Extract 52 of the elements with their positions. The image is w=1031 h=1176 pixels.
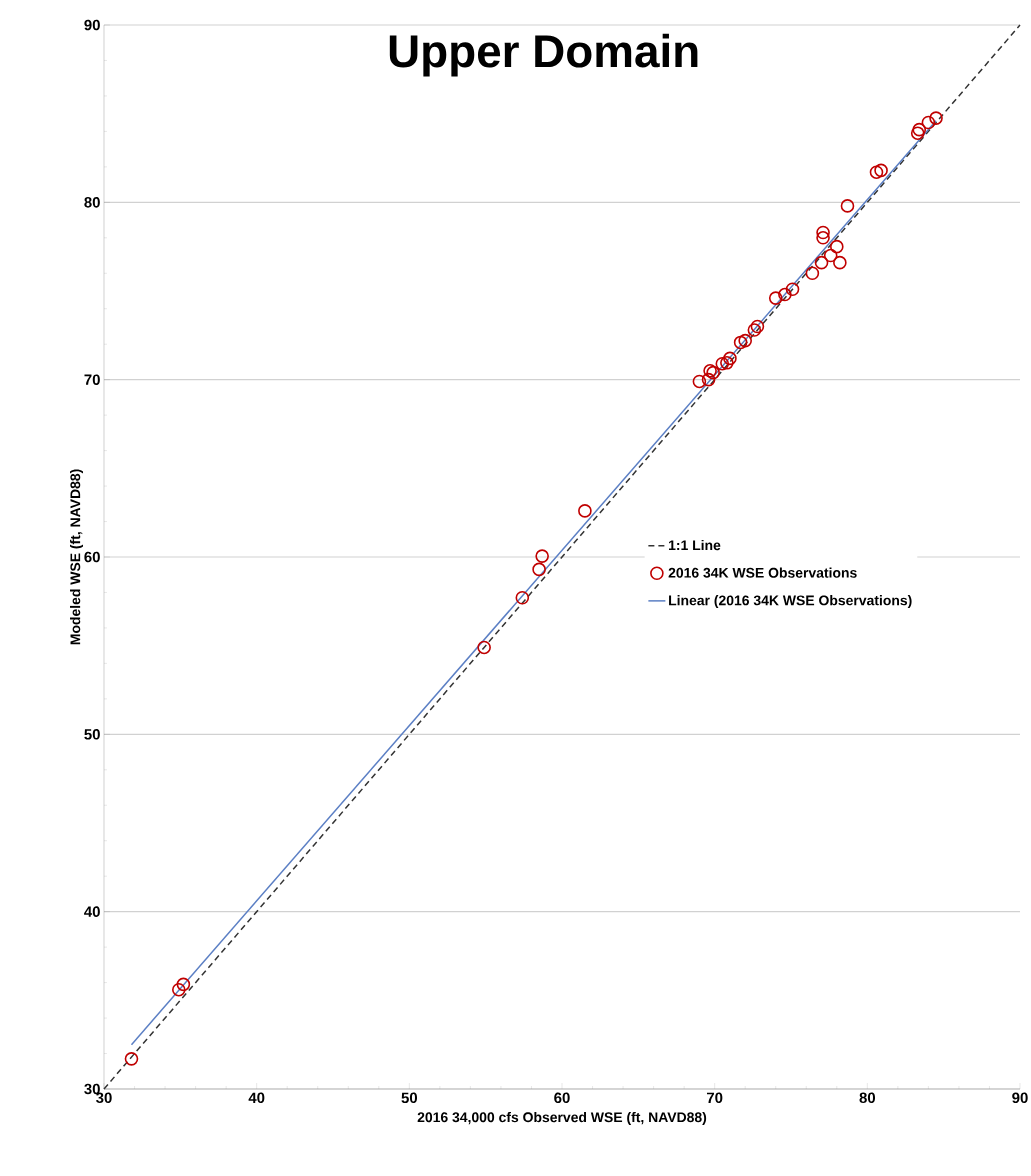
point xyxy=(830,239,844,254)
point xyxy=(768,291,783,305)
x-tick-label: 80 xyxy=(859,1092,876,1104)
point xyxy=(720,356,734,370)
point xyxy=(176,977,191,992)
x-tick-label: 90 xyxy=(1012,1092,1028,1104)
x-tick-label: 70 xyxy=(707,1092,723,1104)
x-tick-label: 40 xyxy=(248,1092,265,1104)
chart-title: Upper Domain xyxy=(389,33,698,77)
point xyxy=(833,255,847,270)
point xyxy=(738,333,752,348)
point xyxy=(840,199,855,213)
point xyxy=(477,640,491,655)
y-tick-label: 70 xyxy=(84,374,100,385)
point xyxy=(814,255,829,270)
point xyxy=(515,590,530,605)
point xyxy=(785,282,800,297)
legend-label: 2016 34K WSE Observations xyxy=(668,567,857,578)
point xyxy=(823,248,838,263)
point xyxy=(778,287,792,302)
point xyxy=(701,372,716,387)
point xyxy=(869,165,884,179)
point xyxy=(910,126,925,140)
legend-label: Linear (2016 34K WSE Observations) xyxy=(669,595,912,609)
y-axis-title: Modeled WSE (ft, NAVD88) xyxy=(70,469,84,645)
point xyxy=(733,335,748,350)
point xyxy=(816,225,830,240)
point xyxy=(929,111,943,125)
point xyxy=(912,122,927,137)
point xyxy=(715,356,730,371)
point xyxy=(535,549,549,563)
point xyxy=(532,562,546,577)
point xyxy=(723,351,737,366)
point xyxy=(874,163,888,178)
point xyxy=(921,115,936,130)
x-axis-title: 2016 34,000 cfs Observed WSE (ft, NAVD88) xyxy=(417,1111,707,1125)
y-tick-label: 80 xyxy=(84,197,100,208)
point xyxy=(578,504,592,518)
y-tick-label: 90 xyxy=(84,19,100,31)
legend-label: 1:1 Line xyxy=(669,539,721,551)
point xyxy=(172,982,186,997)
point xyxy=(124,1052,139,1066)
y-tick-label: 60 xyxy=(84,551,100,563)
point xyxy=(805,266,820,281)
point xyxy=(692,374,707,389)
y-tick-label: 40 xyxy=(84,906,100,917)
point xyxy=(747,323,762,337)
point xyxy=(816,231,830,245)
point xyxy=(750,319,765,334)
y-tick-label: 50 xyxy=(84,729,100,740)
x-tick-label: 50 xyxy=(401,1092,418,1104)
x-tick-label: 60 xyxy=(554,1092,570,1104)
